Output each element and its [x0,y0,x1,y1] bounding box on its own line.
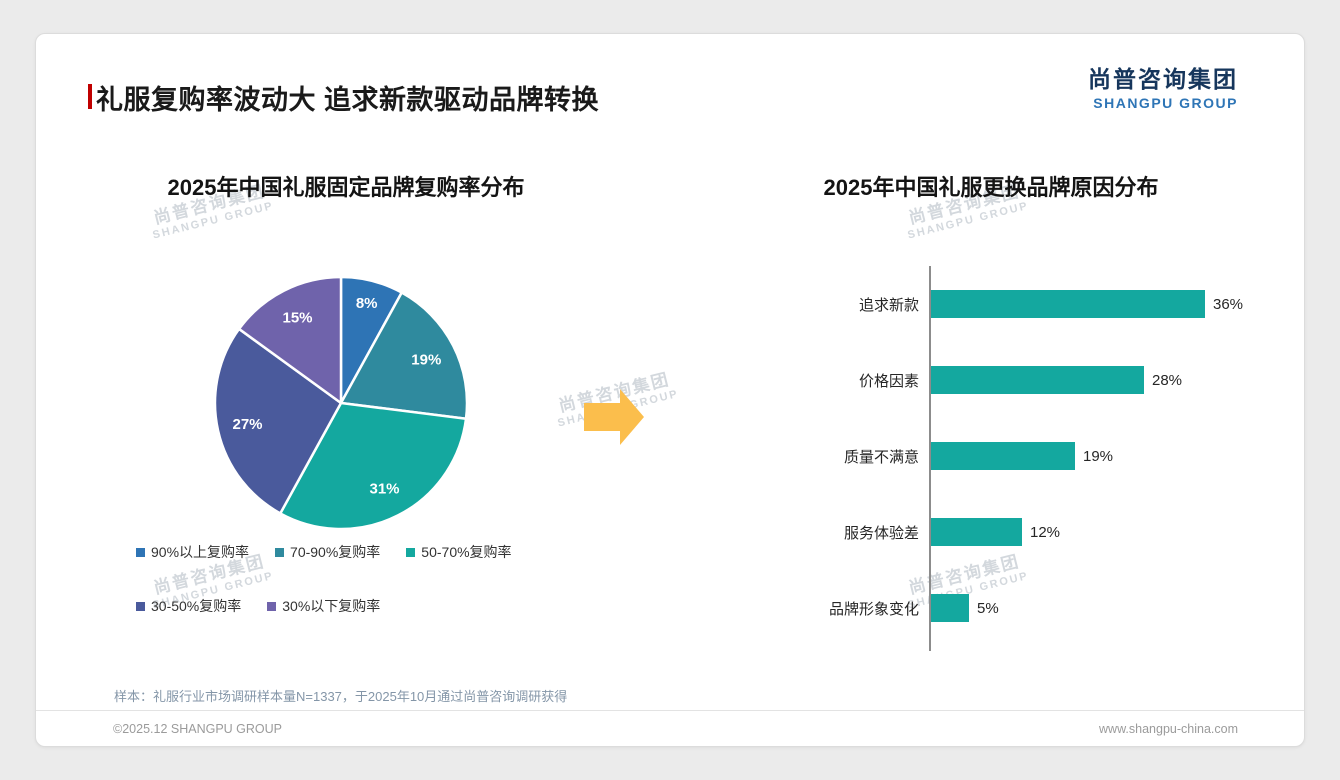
pie-slice-label: 15% [282,310,312,327]
bar-value-label: 36% [1213,295,1244,313]
legend-label: 30%以下复购率 [282,598,381,614]
slide: 礼服复购率波动大 追求新款驱动品牌转换 尚普咨询集团 SHANGPU GROUP… [35,33,1305,747]
bar-category-label: 质量不满意 [843,448,919,466]
legend-marker [406,547,416,557]
title-accent-bar [88,84,92,109]
slide-title: 礼服复购率波动大 追求新款驱动品牌转换 [96,85,600,115]
bar-value-label: 5% [977,599,999,617]
legend-item: 30-50%复购率 [136,596,241,616]
bar-chart-title: 2025年中国礼服更换品牌原因分布 [823,175,1159,200]
pie-slice-label: 31% [369,480,399,497]
legend-marker [267,601,277,611]
bar-category-label: 品牌形象变化 [828,600,919,618]
bar [931,290,1205,318]
pie-slice-label: 8% [356,295,378,312]
legend-label: 70-90%复购率 [290,544,381,560]
right-arrow-icon [584,389,644,445]
legend-item: 90%以上复购率 [136,542,249,562]
pie-chart-title: 2025年中国礼服固定品牌复购率分布 [167,175,525,200]
bar [931,594,969,622]
bar [931,442,1075,470]
logo: 尚普咨询集团 SHANGPU GROUP [1088,60,1238,111]
footer: ©2025.12 SHANGPU GROUP www.shangpu-china… [36,710,1304,746]
bar-row: 服务体验差 12% [776,494,1276,570]
bar-row: 品牌形象变化 5% [776,570,1276,646]
legend-label: 90%以上复购率 [151,544,250,560]
bar-row: 价格因素 28% [776,342,1276,418]
pie-chart: 8% 19% 31% 27% 15% [213,275,469,531]
pie-legend: 90%以上复购率 70-90%复购率 50-70%复购率 30-50%复购率 30%以下… [136,542,606,616]
pie-slice-label: 27% [232,416,262,433]
legend-label: 30-50%复购率 [151,598,242,614]
watermark-en: SHANGPU GROUP [906,200,1031,242]
legend-label: 50-70%复购率 [421,544,512,560]
bar [931,518,1022,546]
pie-slice [279,401,468,531]
bar-row: 追求新款 36% [776,266,1276,342]
bar-value-label: 19% [1083,447,1114,465]
bar-value-label: 28% [1152,371,1183,389]
bar-chart-axis [929,266,931,651]
bar-category-label: 服务体验差 [843,524,919,542]
legend-marker [275,547,285,557]
logo-text-en: SHANGPU GROUP [1093,95,1238,111]
logo-text-cn: 尚普咨询集团 [1088,66,1238,92]
bar-category-label: 价格因素 [858,372,919,390]
sample-footnote: 样本：礼服行业市场调研样本量N=1337，于2025年10月通过尚普咨询调研获得 [114,689,568,704]
pie-slice-label: 19% [411,352,441,369]
arrow-shape [584,389,644,445]
bar-category-label: 追求新款 [858,296,919,314]
footer-copyright: ©2025.12 SHANGPU GROUP [113,721,282,736]
legend-marker [136,601,145,611]
legend-marker [136,547,145,557]
bar-value-label: 12% [1030,523,1061,541]
pie-slice [237,275,343,405]
bar [931,366,1144,394]
legend-item: 70-90%复购率 [275,542,380,562]
pie-slice [339,291,469,421]
bar-chart: 追求新款 36% 价格因素 28% 质量不满意 19% 服务体验差 12% 品牌形象变化 5% [776,266,1276,646]
legend-item: 50-70%复购率 [406,542,512,562]
bar-row: 质量不满意 19% [776,418,1276,494]
pie-slice [213,327,343,515]
footer-website: www.shangpu-china.com [1099,721,1238,736]
legend-item: 30%以下复购率 [267,596,380,616]
